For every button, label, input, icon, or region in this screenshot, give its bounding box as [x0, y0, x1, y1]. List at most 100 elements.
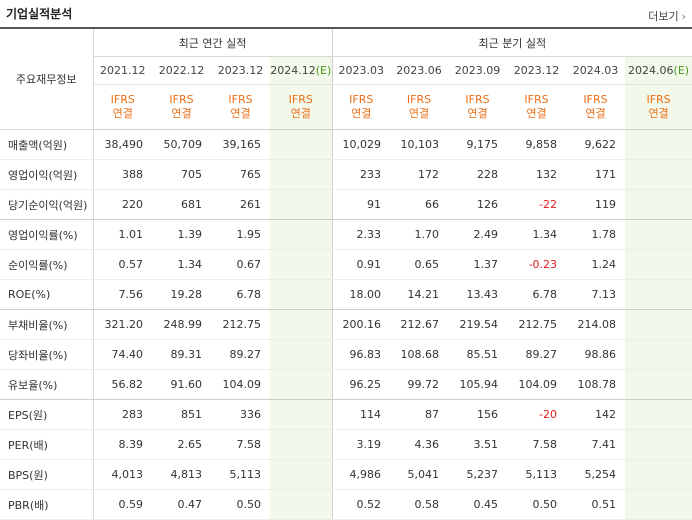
value-cell	[270, 309, 333, 340]
value-cell	[625, 399, 692, 430]
basis-cell: IFRS 연결	[390, 84, 449, 130]
row-label: 영업이익률(%)	[0, 219, 94, 250]
value-cell	[270, 369, 333, 400]
value-cell: 10,103	[390, 129, 449, 160]
basis-line1: IFRS	[524, 93, 549, 106]
period-quarter-0: 2023.03	[331, 56, 391, 85]
basis-cell: IFRS 연결	[448, 84, 508, 130]
basis-line2: 연결	[648, 107, 669, 120]
period-quarter-2: 2023.09	[448, 56, 508, 85]
row-label: EPS(원)	[0, 399, 94, 430]
value-cell	[625, 459, 692, 490]
value-cell	[625, 219, 692, 250]
row-label: PBR(배)	[0, 489, 94, 520]
section-title: 기업실적분석	[6, 7, 73, 21]
value-cell: 89.27	[211, 339, 270, 370]
value-cell: 3.51	[448, 429, 508, 460]
table-row: 부채비율(%) 321.20 248.99 212.75 200.16 212.67 219…	[0, 309, 692, 340]
estimate-mark: (E)	[315, 64, 332, 77]
value-cell: 2.65	[152, 429, 211, 460]
period-annual-1: 2022.12	[152, 56, 211, 85]
basis-line1: IFRS	[110, 93, 135, 106]
value-cell: 156	[448, 399, 508, 430]
value-cell: 39,165	[211, 129, 270, 160]
value-cell: 14.21	[390, 279, 449, 310]
value-cell: 104.09	[211, 369, 270, 400]
table-row: PBR(배) 0.59 0.47 0.50 0.52 0.58 0.45 0.50 0.51	[0, 489, 692, 520]
value-cell: 4,013	[93, 459, 152, 490]
value-cell	[270, 249, 333, 280]
value-cell: 126	[448, 189, 508, 220]
value-cell: 219.54	[448, 309, 508, 340]
value-cell: 142	[566, 399, 626, 430]
value-cell: 0.57	[93, 249, 152, 280]
quarterly-group-header: 최근 분기 실적	[331, 27, 692, 57]
value-cell: 108.68	[390, 339, 449, 370]
basis-cell: IFRS 연결	[152, 84, 211, 130]
table-row: 당좌비율(%) 74.40 89.31 89.27 96.83 108.68 85.51 89…	[0, 339, 692, 370]
period-quarter-4: 2024.03	[566, 56, 626, 85]
value-cell: 96.25	[331, 369, 391, 400]
value-cell: 705	[152, 159, 211, 190]
value-cell: 1.39	[152, 219, 211, 250]
value-cell	[270, 339, 333, 370]
row-label: 유보율(%)	[0, 369, 94, 400]
row-label: PER(배)	[0, 429, 94, 460]
value-cell: 5,113	[211, 459, 270, 490]
table-row: 순이익률(%) 0.57 1.34 0.67 0.91 0.65 1.37 -0.23 1.24	[0, 249, 692, 280]
value-cell: 104.09	[507, 369, 567, 400]
value-cell	[270, 459, 333, 490]
value-cell: 1.95	[211, 219, 270, 250]
basis-cell: IFRS 연결	[507, 84, 567, 130]
value-cell	[625, 129, 692, 160]
value-cell: 4,813	[152, 459, 211, 490]
value-cell: 87	[390, 399, 449, 430]
value-cell: 7.13	[566, 279, 626, 310]
value-cell: 2.49	[448, 219, 508, 250]
value-cell: 336	[211, 399, 270, 430]
value-cell: 0.58	[390, 489, 449, 520]
value-cell: 220	[93, 189, 152, 220]
value-cell	[270, 189, 333, 220]
basis-line1: IFRS	[288, 93, 313, 106]
table-row: 영업이익(억원) 388 705 765 233 172 228 132 171	[0, 159, 692, 190]
value-cell: -20	[507, 399, 567, 430]
value-cell: 1.24	[566, 249, 626, 280]
table-row: 유보율(%) 56.82 91.60 104.09 96.25 99.72 105.94 10…	[0, 369, 692, 400]
value-cell: 38,490	[93, 129, 152, 160]
value-cell	[270, 129, 333, 160]
value-cell	[270, 159, 333, 190]
value-cell: -22	[507, 189, 567, 220]
value-cell: 214.08	[566, 309, 626, 340]
row-label: 매출액(억원)	[0, 129, 94, 160]
basis-cell: IFRS 연결	[211, 84, 270, 130]
value-cell: 4,986	[331, 459, 391, 490]
basis-cell: IFRS 연결	[625, 84, 692, 130]
more-link[interactable]: 더보기 ›	[648, 8, 686, 24]
value-cell: 283	[93, 399, 152, 430]
value-cell: 212.75	[211, 309, 270, 340]
value-cell	[270, 219, 333, 250]
basis-line1: IFRS	[583, 93, 608, 106]
row-label: 당좌비율(%)	[0, 339, 94, 370]
value-cell: 0.51	[566, 489, 626, 520]
value-cell: 7.58	[211, 429, 270, 460]
value-cell: 248.99	[152, 309, 211, 340]
chevron-right-icon: ›	[681, 10, 686, 23]
value-cell: 98.86	[566, 339, 626, 370]
table-row: PER(배) 8.39 2.65 7.58 3.19 4.36 3.51 7.58 7.41	[0, 429, 692, 460]
value-cell: 212.67	[390, 309, 449, 340]
table-row: ROE(%) 7.56 19.28 6.78 18.00 14.21 13.43 6.78 7.…	[0, 279, 692, 310]
value-cell: 132	[507, 159, 567, 190]
value-cell: 1.01	[93, 219, 152, 250]
value-cell: 2.33	[331, 219, 391, 250]
basis-line2: 연결	[171, 107, 192, 120]
row-label: 영업이익(억원)	[0, 159, 94, 190]
value-cell	[270, 429, 333, 460]
value-cell	[625, 339, 692, 370]
value-cell: 5,113	[507, 459, 567, 490]
value-cell: 19.28	[152, 279, 211, 310]
value-cell: 89.27	[507, 339, 567, 370]
value-cell: 1.37	[448, 249, 508, 280]
value-cell	[625, 249, 692, 280]
